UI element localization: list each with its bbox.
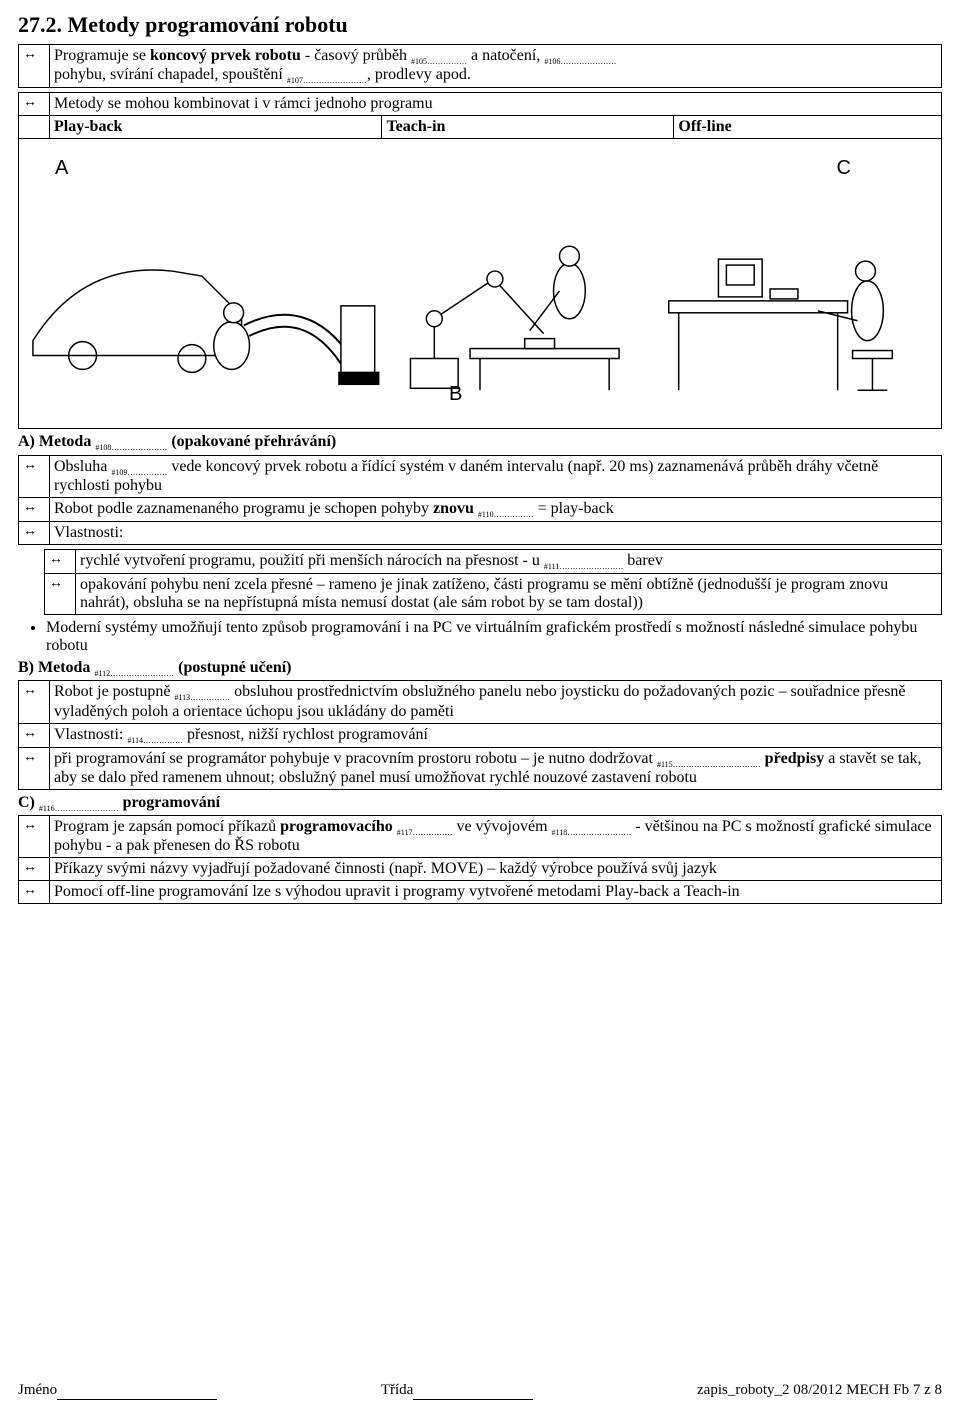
t: znovu — [433, 500, 478, 517]
arrow-cell: ↔ — [19, 681, 50, 723]
spacer — [19, 116, 50, 139]
b-r1: Robot je postupně #113…………… obsluhou pro… — [50, 681, 942, 723]
blank-112: #112…………………… — [94, 669, 174, 678]
robots-diagram-icon — [23, 141, 937, 421]
section-a-table: ↔ Obsluha #109…………… vede koncový prvek r… — [18, 455, 942, 545]
c-r2: Příkazy svými názvy vyjadřují požadované… — [50, 858, 942, 881]
t: Robot je postupně — [54, 683, 174, 700]
blank-114: #114…………… — [127, 736, 183, 745]
b-r3: při programování se programátor pohybuje… — [50, 747, 942, 789]
t: barev — [623, 552, 663, 569]
t: = play-back — [534, 500, 614, 517]
arrow-cell: ↔ — [19, 816, 50, 858]
c-r1: Program je zapsán pomocí příkazů program… — [50, 816, 942, 858]
t: Robot podle zaznamenaného programu je sc… — [54, 500, 433, 517]
t: B) Metoda — [18, 659, 94, 676]
arrow-cell: ↔ — [19, 858, 50, 881]
t: , prodlevy apod. — [367, 66, 471, 83]
t: předpisy — [761, 750, 825, 767]
section-a-header: A) Metoda #108………………… (opakované přehráv… — [18, 433, 942, 452]
intro-text: Programuje se koncový prvek robotu - čas… — [50, 45, 942, 88]
footer-ref: zapis_roboty_2 08/2012 MECH Fb 7 z 8 — [697, 1382, 942, 1400]
diagram-cell: A B C — [19, 139, 942, 429]
arrow-cell: ↔ — [19, 881, 50, 904]
blank-106: #106………………… — [544, 57, 616, 66]
page-title: 27.2. Metody programování robotu — [18, 12, 942, 38]
t: Program je zapsán pomocí příkazů — [54, 818, 280, 835]
diagram-label-a: A — [55, 157, 68, 180]
arrow-cell: ↔ — [19, 497, 50, 521]
blank-110: #110…………… — [478, 510, 534, 519]
t: při programování se programátor pohybuje… — [54, 750, 657, 767]
t: (postupné učení) — [174, 659, 291, 676]
arrow-cell: ↔ — [19, 521, 50, 544]
col-playback: Play-back — [50, 116, 382, 139]
bullet-item: Moderní systémy umožňují tento způsob pr… — [46, 619, 942, 655]
footer-name: Jméno — [18, 1382, 217, 1400]
bullet-list: Moderní systémy umožňují tento způsob pr… — [46, 619, 942, 655]
section-c-table: ↔ Program je zapsán pomocí příkazů progr… — [18, 815, 942, 904]
t: Obsluha — [54, 458, 111, 475]
a-r2: Robot podle zaznamenaného programu je sc… — [50, 497, 942, 521]
t: Vlastnosti: — [54, 726, 127, 743]
t: ve vývojovém — [452, 818, 551, 835]
c-r3: Pomocí off-line programování lze s výhod… — [50, 881, 942, 904]
blank-113: #113…………… — [174, 694, 230, 703]
section-a-sub: ↔ rychlé vytvoření programu, použití při… — [44, 549, 942, 615]
blank-115: #115…………………………… — [657, 760, 761, 769]
arrow-cell: ↔ — [19, 93, 50, 116]
arrow-cell: ↔ — [45, 549, 76, 573]
methods-intro: Metody se mohou kombinovat i v rámci jed… — [50, 93, 942, 116]
footer: Jméno Třída zapis_roboty_2 08/2012 MECH … — [18, 1382, 942, 1400]
t: A) Metoda — [18, 433, 95, 450]
t: programování — [119, 794, 220, 811]
t: pohybu, svírání chapadel, spouštění — [54, 66, 287, 83]
t: - časový průběh — [301, 47, 411, 64]
diagram-label-c: C — [837, 157, 851, 180]
arrow-cell: ↔ — [45, 574, 76, 615]
blank-107: #107…………………… — [287, 76, 367, 85]
a-r4: rychlé vytvoření programu, použití při m… — [76, 549, 942, 573]
t: rychlé vytvoření programu, použití při m… — [80, 552, 544, 569]
t: (opakované přehrávání) — [167, 433, 336, 450]
section-b-header: B) Metoda #112…………………… (postupné učení) — [18, 659, 942, 678]
arrow-cell: ↔ — [19, 723, 50, 747]
diagram-label-b: B — [449, 383, 462, 406]
t: koncový prvek robotu — [150, 47, 301, 64]
t: přesnost, nižší rychlost programování — [183, 726, 428, 743]
blank-118: #118…………………… — [552, 828, 632, 837]
blank-109: #109…………… — [111, 468, 167, 477]
t: programovacího — [280, 818, 397, 835]
col-teachin: Teach-in — [382, 116, 674, 139]
intro-table: ↔ Programuje se koncový prvek robotu - č… — [18, 44, 942, 88]
col-offline: Off-line — [674, 116, 942, 139]
t: Jméno — [18, 1382, 57, 1398]
section-c-header: C) #116…………………… programování — [18, 794, 942, 813]
t: Třída — [381, 1382, 413, 1398]
footer-class: Třída — [381, 1382, 533, 1400]
blank-116: #116…………………… — [39, 804, 119, 813]
arrow-cell: ↔ — [19, 45, 50, 88]
t: Programuje se — [54, 47, 150, 64]
arrow-cell: ↔ — [19, 747, 50, 789]
blank-105: #105…………… — [411, 57, 467, 66]
methods-table: ↔ Metody se mohou kombinovat i v rámci j… — [18, 92, 942, 429]
a-r3: Vlastnosti: — [50, 521, 942, 544]
blank-108: #108………………… — [95, 444, 167, 453]
blank-111: #111…………………… — [544, 562, 623, 571]
b-r2: Vlastnosti: #114…………… přesnost, nižší ry… — [50, 723, 942, 747]
section-b-table: ↔ Robot je postupně #113…………… obsluhou p… — [18, 680, 942, 790]
blank-117: #117…………… — [397, 828, 453, 837]
t: a natočení, — [467, 47, 544, 64]
arrow-cell: ↔ — [19, 455, 50, 497]
t: C) — [18, 794, 39, 811]
a-r1: Obsluha #109…………… vede koncový prvek rob… — [50, 455, 942, 497]
t: vede koncový prvek robotu a řídící systé… — [54, 458, 878, 494]
a-r5: opakování pohybu není zcela přesné – ram… — [76, 574, 942, 615]
